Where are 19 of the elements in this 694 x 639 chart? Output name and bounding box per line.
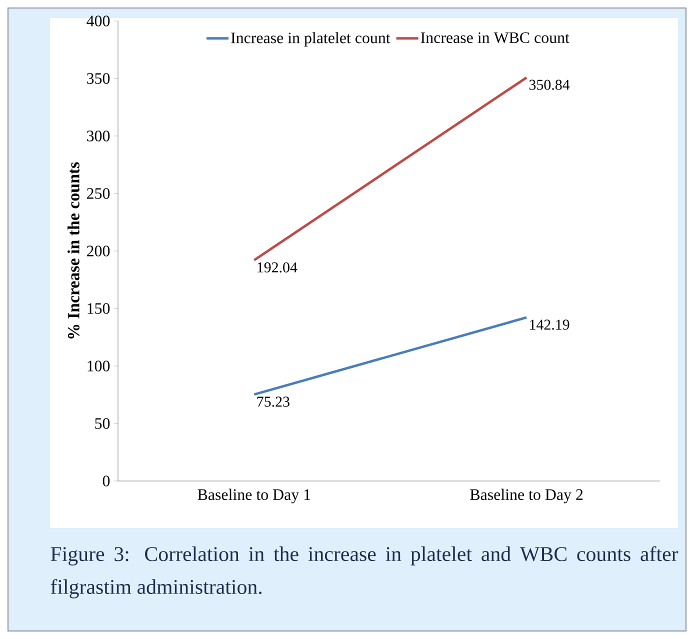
y-tick-label: 0	[102, 476, 110, 486]
legend-label: Increase in platelet count	[231, 32, 390, 47]
y-tick-label: 100	[88, 360, 110, 372]
y-tick-label: 150	[88, 303, 110, 314]
legend-label: Increase in WBC count	[420, 32, 570, 44]
x-tick-label: Baseline to Day 2	[470, 488, 583, 504]
y-tick-label: 350	[87, 73, 110, 84]
y-tick-label: 200	[87, 246, 110, 256]
y-tick-label: 250	[87, 188, 110, 199]
y-tick-label: 300	[87, 130, 110, 142]
caption: Figure 3: Correlation in the increase in platelet and WBC counts after filgrastim administration.	[50, 546, 678, 598]
y-axis-title: % Increase in the counts	[68, 162, 80, 338]
data-label: 192.04	[258, 262, 298, 273]
x-tick-label: Baseline to Day 1	[198, 488, 310, 504]
y-tick-label: 50	[95, 418, 110, 429]
data-label: 350.84	[529, 80, 570, 90]
data-label: 142.19	[530, 320, 570, 330]
data-label: 75.23	[257, 396, 290, 407]
y-tick-label: 400	[86, 16, 110, 26]
